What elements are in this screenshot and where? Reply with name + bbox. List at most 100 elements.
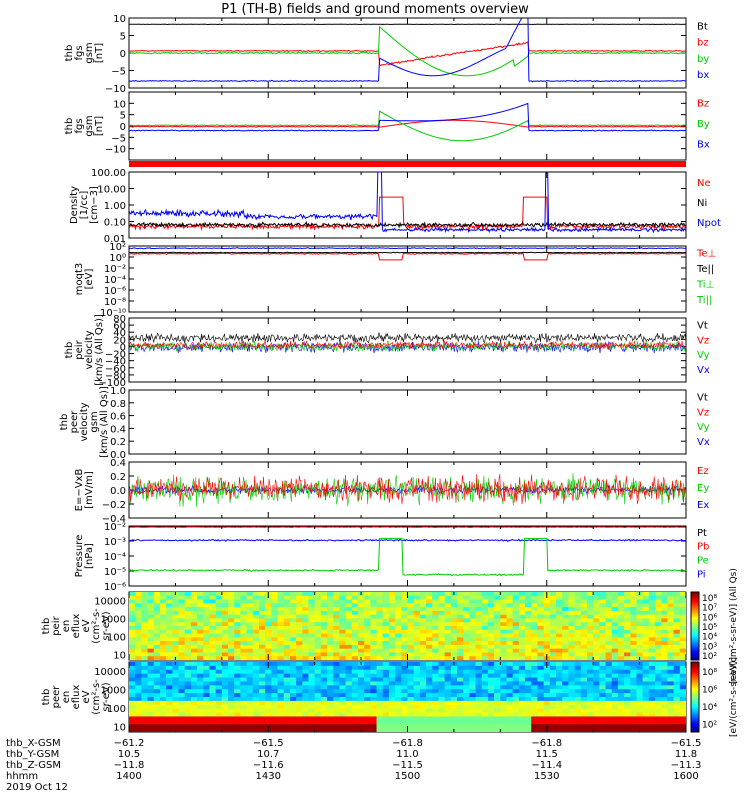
heatmap-cell [296, 633, 303, 638]
heatmap-cell [438, 622, 446, 627]
heatmap-cell [512, 652, 520, 657]
heatmap-cell [153, 720, 161, 725]
heatmap-cell [172, 648, 180, 654]
heatmap-cell [549, 607, 557, 612]
heatmap-cell [178, 662, 186, 667]
heatmap-cell [401, 603, 409, 608]
heatmap-cell [283, 665, 291, 671]
heatmap-cell [531, 728, 539, 732]
heatmap-cell [463, 673, 470, 679]
heatmap-cell [308, 697, 316, 702]
heatmap-cell [506, 629, 514, 635]
heatmap-cell [141, 633, 149, 638]
heatmap-cell [413, 603, 421, 608]
heatmap-cell [339, 669, 347, 675]
heatmap-cell [574, 656, 582, 660]
heatmap-cell [308, 622, 316, 627]
ytick-label: −40 [105, 357, 126, 368]
heatmap-cell [277, 626, 285, 631]
heatmap-cell [135, 595, 142, 601]
heatmap-cell [630, 644, 638, 650]
heatmap-cell [184, 656, 192, 660]
heatmap-cell [376, 689, 384, 694]
heatmap-cell [586, 693, 594, 698]
heatmap-cell [302, 708, 310, 714]
colorbar-cell [691, 683, 699, 686]
heatmap-cell [574, 610, 582, 616]
heatmap-cell [518, 614, 526, 620]
heatmap-cell [289, 697, 297, 702]
heatmap-cell [345, 637, 353, 642]
heatmap-cell [537, 689, 545, 694]
heatmap-cell [525, 700, 532, 706]
heatmap-cell [172, 704, 180, 710]
heatmap-cell [463, 665, 470, 671]
heatmap-cell [388, 644, 396, 650]
heatmap-cell [234, 697, 241, 702]
heatmap-cell [228, 641, 235, 646]
heatmap-cell [444, 599, 452, 604]
heatmap-cell [531, 637, 539, 642]
heatmap-cell [265, 704, 272, 710]
heatmap-cell [401, 610, 409, 616]
heatmap-cell [580, 652, 588, 657]
heatmap-cell [450, 644, 458, 650]
heatmap-cell [159, 599, 167, 604]
heatmap-cell [679, 700, 686, 706]
heatmap-cell [450, 689, 458, 694]
heatmap-cell [135, 618, 142, 623]
heatmap-cell [605, 637, 613, 642]
heatmap-cell [617, 637, 625, 642]
heatmap-cell [605, 662, 613, 667]
heatmap-cell [605, 644, 613, 650]
heatmap-cell [667, 689, 675, 694]
heatmap-cell [413, 592, 421, 597]
heatmap-cell [159, 716, 167, 721]
heatmap-cell [166, 622, 173, 627]
heatmap-cell [413, 689, 421, 694]
heatmap-cell [463, 648, 470, 654]
heatmap-cell [345, 592, 353, 597]
heatmap-cell [413, 595, 421, 601]
heatmap-cell [327, 685, 334, 690]
heatmap-cell [500, 673, 508, 679]
heatmap-cell [500, 704, 508, 710]
heatmap-cell [457, 665, 464, 671]
heatmap-cell [308, 633, 316, 638]
heatmap-cell [271, 716, 279, 721]
heatmap-cell [327, 712, 334, 718]
colorbar-cell [691, 646, 699, 649]
heatmap-cell [135, 614, 142, 620]
heatmap-cell [382, 607, 390, 612]
heatmap-cell [494, 669, 501, 675]
heatmap-cell [642, 677, 650, 683]
heatmap-cell [327, 689, 334, 694]
heatmap-cell [401, 641, 409, 646]
heatmap-cell [407, 599, 415, 604]
heatmap-cell [512, 716, 520, 721]
heatmap-cell [481, 700, 489, 706]
heatmap-cell [549, 603, 557, 608]
heatmap-cell [395, 669, 402, 675]
heatmap-cell [500, 633, 508, 638]
heatmap-cell [271, 618, 279, 623]
heatmap-cell [648, 595, 656, 601]
heatmap-cell [197, 633, 204, 638]
heatmap-cell [500, 685, 508, 690]
heatmap-cell [457, 708, 464, 714]
heatmap-cell [351, 681, 359, 686]
heatmap-cell [419, 603, 427, 608]
heatmap-cell [320, 618, 328, 623]
heatmap-cell [506, 716, 514, 721]
heatmap-cell [258, 693, 266, 698]
colorbar-cell [691, 631, 699, 634]
heatmap-cell [345, 633, 353, 638]
heatmap-cell [129, 599, 136, 604]
heatmap-cell [562, 677, 570, 683]
heatmap-cell [556, 607, 563, 612]
heatmap-cell [494, 716, 501, 721]
heatmap-cell [339, 656, 347, 660]
heatmap-cell [407, 720, 415, 725]
heatmap-cell [228, 652, 235, 657]
colorbar-cell [691, 602, 699, 605]
